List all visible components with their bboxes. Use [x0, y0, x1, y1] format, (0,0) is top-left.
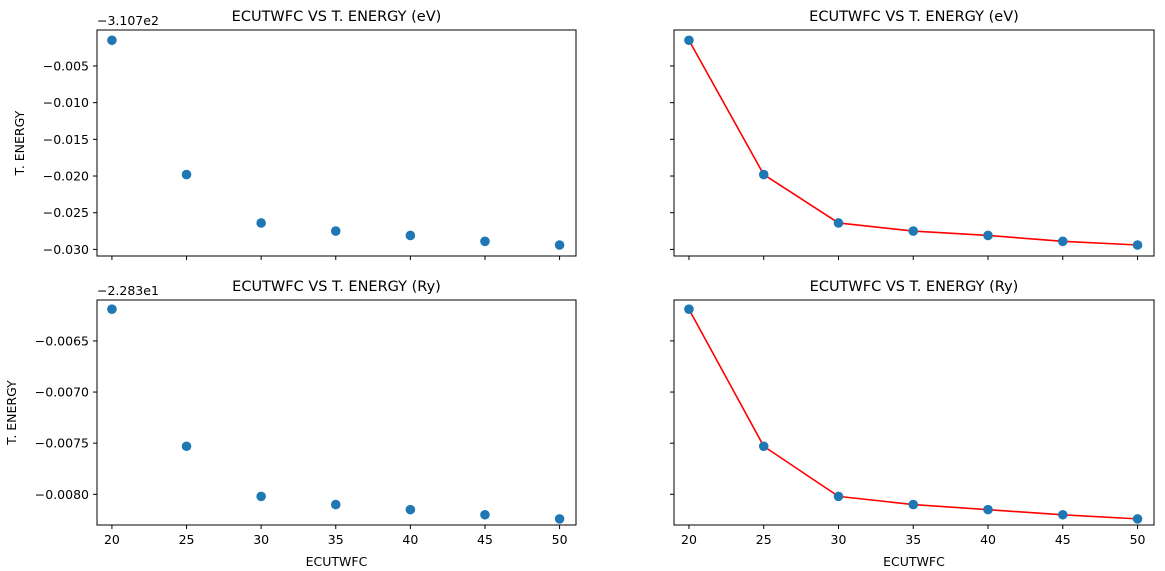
offset-text: −3.107e2 — [97, 13, 159, 28]
series-line — [688, 308, 1138, 520]
y-tick-label: −0.0070 — [35, 385, 89, 400]
x-tick-label: 45 — [1055, 532, 1071, 547]
data-point — [983, 504, 993, 515]
y-tick-label: −0.020 — [43, 169, 89, 184]
x-tick-label: 40 — [980, 532, 996, 547]
x-tick-label: 20 — [104, 532, 120, 547]
data-point — [1132, 514, 1143, 524]
x-tick-label: 45 — [477, 532, 493, 547]
data-point — [908, 499, 919, 510]
data-point — [181, 441, 192, 452]
data-point — [1057, 509, 1068, 520]
data-point — [1057, 236, 1068, 247]
subplot-4: 20 25 30 35 40 45 50 ECUTWFC VS T. ENERGY (Ry) E… — [670, 279, 1155, 569]
data-point — [908, 226, 919, 236]
axes-frame — [673, 299, 1155, 526]
data-point — [983, 230, 993, 241]
y-axis-label: T. ENERGY — [12, 110, 27, 176]
x-tick-label: 50 — [552, 532, 568, 547]
data-point — [480, 236, 490, 247]
y-tick-label: −0.025 — [43, 205, 89, 220]
axes-frame — [96, 29, 577, 257]
y-tick-label: −0.010 — [43, 95, 89, 110]
data-point — [480, 509, 490, 520]
data-point — [758, 169, 769, 180]
x-tick-label: 35 — [905, 532, 921, 547]
subplot-3: 20 25 30 35 40 45 50 −0.0065 −0.0070 −0.0075 −0.00… — [4, 279, 577, 569]
subplot-2: ECUTWFC VS T. ENERGY (eV) — [670, 9, 1155, 260]
axes-frame — [96, 299, 577, 526]
chart-title: ECUTWFC VS T. ENERGY (Ry) — [810, 279, 1019, 295]
x-tick-label: 30 — [253, 532, 269, 547]
data-point — [330, 226, 341, 236]
data-point — [256, 218, 266, 228]
x-tick-label: 40 — [402, 532, 418, 547]
data-point — [405, 504, 416, 515]
data-point — [684, 35, 694, 46]
data-point — [405, 230, 416, 241]
x-tick-label: 20 — [681, 532, 697, 547]
data-point — [1132, 240, 1143, 250]
data-point — [684, 304, 694, 315]
x-axis-label: ECUTWFC — [306, 554, 368, 569]
data-point — [833, 218, 844, 228]
x-tick-label: 50 — [1130, 532, 1146, 547]
y-tick-label: −0.005 — [43, 58, 89, 73]
x-tick-label: 25 — [756, 532, 772, 547]
y-tick-label: −0.0080 — [35, 487, 89, 502]
x-axis-label: ECUTWFC — [883, 554, 945, 569]
data-point — [330, 499, 341, 510]
y-tick-label: −0.030 — [43, 242, 89, 257]
data-point — [554, 514, 565, 524]
data-point — [256, 491, 266, 502]
data-point — [758, 441, 769, 452]
data-point — [833, 491, 844, 502]
chart-title: ECUTWFC VS T. ENERGY (eV) — [232, 9, 442, 25]
axes-frame — [673, 29, 1155, 257]
y-tick-label: −0.015 — [43, 132, 89, 147]
chart-title: ECUTWFC VS T. ENERGY (Ry) — [232, 279, 441, 295]
data-point — [554, 240, 565, 250]
data-point — [107, 35, 117, 46]
x-tick-label: 25 — [179, 532, 195, 547]
data-point — [181, 169, 192, 180]
chart-title: ECUTWFC VS T. ENERGY (eV) — [809, 9, 1019, 25]
x-tick-label: 30 — [831, 532, 847, 547]
y-tick-label: −0.0065 — [35, 333, 89, 348]
x-tick-label: 35 — [328, 532, 344, 547]
y-axis-label: T. ENERGY — [4, 380, 19, 446]
y-tick-label: −0.0075 — [35, 436, 89, 451]
series-line — [688, 39, 1138, 246]
subplot-1: −0.005 −0.010 −0.015 −0.020 −0.025 −0.030 −3.1… — [12, 9, 577, 260]
offset-text: −2.283e1 — [97, 283, 159, 298]
data-point — [107, 304, 117, 315]
